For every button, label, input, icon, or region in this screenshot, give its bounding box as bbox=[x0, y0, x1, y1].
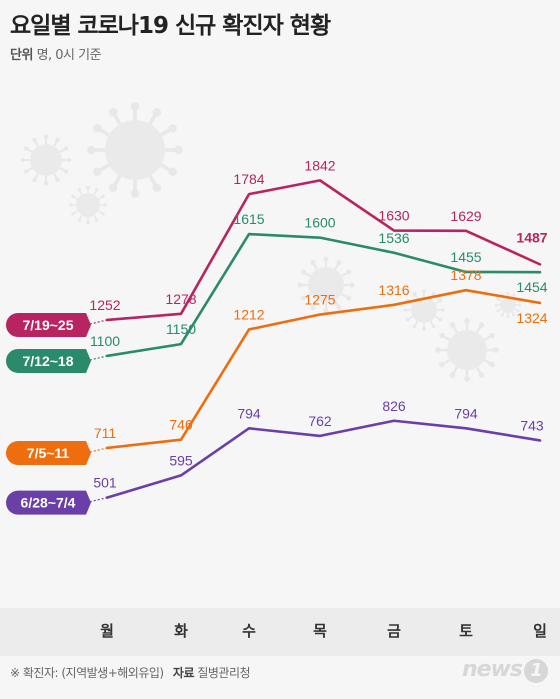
virus-icon bbox=[297, 256, 355, 314]
virus-icon bbox=[68, 185, 108, 225]
data-label: 1629 bbox=[450, 208, 481, 224]
virus-icon bbox=[403, 289, 445, 331]
x-tick-label: 화 bbox=[174, 622, 188, 640]
data-label: 1842 bbox=[304, 157, 335, 173]
source-label: 자료 bbox=[172, 666, 195, 680]
x-tick-label: 월 bbox=[100, 622, 114, 640]
legend-leader bbox=[85, 447, 108, 454]
data-label: 1536 bbox=[378, 230, 409, 246]
data-label: 746 bbox=[169, 417, 193, 433]
x-tick-label: 수 bbox=[242, 622, 256, 640]
logo-mark: 1 bbox=[524, 659, 548, 683]
data-label: 1275 bbox=[304, 292, 335, 308]
series-4: 501 595 794 762 826 794 743 bbox=[93, 398, 544, 499]
footnote-text: ※ 확진자: (지역발생+해외유입) bbox=[10, 666, 164, 680]
legend-label: 6/28~7/4 bbox=[21, 495, 76, 511]
legend-item: 7/12~18 bbox=[6, 348, 108, 373]
unit-label: 단위 bbox=[10, 48, 33, 63]
data-label: 1252 bbox=[89, 297, 120, 313]
data-label: 826 bbox=[382, 398, 406, 414]
footnote: ※ 확진자: (지역발생+해외유입) 자료 질병관리청 bbox=[10, 664, 251, 681]
data-label: 1784 bbox=[233, 171, 264, 187]
series-line bbox=[105, 179, 542, 322]
data-label: 1100 bbox=[90, 333, 120, 349]
data-label: 1278 bbox=[165, 291, 196, 307]
x-tick-label: 목 bbox=[313, 622, 327, 640]
legend-layer: 7/19~25 7/12~18 7/5~11 6/28~7/4 bbox=[6, 312, 108, 515]
legend-pill bbox=[6, 490, 91, 515]
data-label: 1487 bbox=[516, 229, 547, 245]
data-label: 1455 bbox=[450, 249, 481, 265]
data-label: 743 bbox=[520, 417, 544, 433]
unit-note: 단위 명, 0시 기준 bbox=[10, 44, 102, 63]
data-label: 794 bbox=[454, 405, 478, 421]
legend-label: 7/19~25 bbox=[23, 317, 74, 333]
legend-leader bbox=[85, 319, 108, 326]
data-label: 711 bbox=[94, 425, 117, 441]
data-label: 794 bbox=[237, 405, 261, 421]
legend-item: 7/5~11 bbox=[6, 440, 108, 465]
data-label: 595 bbox=[169, 452, 193, 468]
data-label: 501 bbox=[93, 475, 117, 491]
series-line bbox=[105, 288, 542, 450]
series-2: 1100 1150 1615 1600 1536 1455 1454 bbox=[90, 211, 548, 358]
data-label: 1378 bbox=[450, 267, 481, 283]
legend-item: 7/19~25 bbox=[6, 312, 108, 337]
virus-icon bbox=[435, 318, 499, 382]
data-label: 1316 bbox=[378, 282, 409, 298]
news1-logo: news 1 bbox=[462, 657, 548, 683]
series-line bbox=[105, 419, 542, 499]
legend-leader bbox=[85, 355, 108, 362]
data-label: 1454 bbox=[516, 279, 547, 295]
data-label: 1615 bbox=[233, 211, 264, 227]
virus-icon bbox=[20, 134, 72, 186]
unit-text: 명, 0시 기준 bbox=[36, 48, 102, 63]
logo-text: news bbox=[461, 657, 523, 682]
x-axis-band bbox=[0, 608, 560, 656]
x-tick-label: 금 bbox=[387, 622, 401, 640]
data-label: 1324 bbox=[516, 310, 547, 326]
data-label: 1600 bbox=[304, 215, 335, 231]
virus-icon bbox=[87, 102, 183, 198]
legend-pill bbox=[6, 348, 91, 373]
series-line bbox=[105, 232, 542, 358]
legend-pill bbox=[6, 440, 91, 465]
data-label: 1212 bbox=[233, 306, 264, 322]
legend-label: 7/12~18 bbox=[23, 353, 74, 369]
x-tick-label: 토 bbox=[459, 622, 473, 640]
legend-leader bbox=[85, 497, 108, 504]
legend-pill bbox=[6, 312, 91, 337]
series-layer: 1252 1278 1784 1842 1630 1629 1487 1100 1150 1615… bbox=[89, 157, 548, 499]
data-label: 1630 bbox=[378, 208, 409, 224]
source-text: 질병관리청 bbox=[197, 666, 251, 680]
x-tick-label: 일 bbox=[533, 622, 547, 640]
data-label: 1150 bbox=[166, 321, 196, 337]
legend-label: 7/5~11 bbox=[27, 445, 70, 461]
data-label: 762 bbox=[308, 413, 332, 429]
series-1: 1252 1278 1784 1842 1630 1629 1487 bbox=[89, 157, 548, 322]
page-title: 요일별 코로나19 신규 확진자 현황 bbox=[10, 13, 331, 39]
series-3: 711 746 1212 1275 1316 1378 1324 bbox=[94, 267, 548, 450]
legend-item: 6/28~7/4 bbox=[6, 490, 108, 515]
